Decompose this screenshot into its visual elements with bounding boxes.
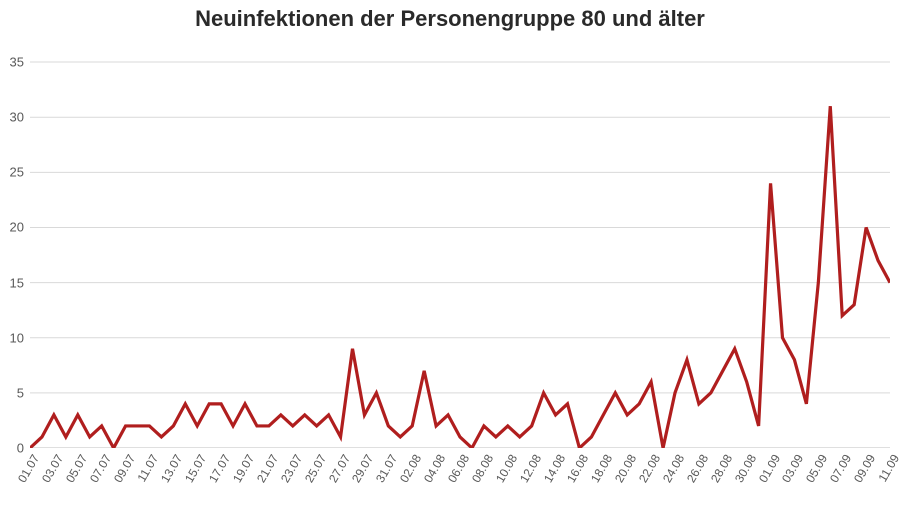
plot-area: 0510152025303501.0703.0705.0707.0709.071… bbox=[30, 40, 890, 448]
x-tick-label: 11.07 bbox=[135, 452, 162, 484]
x-tick-label: 24.08 bbox=[660, 452, 687, 485]
x-tick-label: 13.07 bbox=[158, 452, 185, 485]
chart-title: Neuinfektionen der Personengruppe 80 und… bbox=[0, 6, 900, 32]
y-tick-label: 10 bbox=[10, 330, 24, 345]
x-tick-label: 27.07 bbox=[326, 452, 353, 485]
y-tick-label: 15 bbox=[10, 275, 24, 290]
x-tick-label: 17.07 bbox=[206, 452, 233, 485]
x-tick-label: 19.07 bbox=[230, 452, 257, 485]
y-tick-label: 20 bbox=[10, 220, 24, 235]
y-tick-label: 30 bbox=[10, 110, 24, 125]
x-tick-label: 03.09 bbox=[779, 452, 806, 485]
x-tick-label: 18.08 bbox=[588, 452, 615, 485]
x-tick-label: 30.08 bbox=[732, 452, 759, 485]
x-tick-label: 22.08 bbox=[636, 452, 663, 485]
x-tick-label: 12.08 bbox=[517, 452, 544, 485]
x-tick-label: 10.08 bbox=[493, 452, 520, 485]
x-tick-label: 20.08 bbox=[612, 452, 639, 485]
series-line bbox=[30, 106, 890, 448]
x-tick-label: 06.08 bbox=[445, 452, 472, 485]
x-tick-label: 11.09 bbox=[875, 452, 900, 484]
x-tick-label: 01.07 bbox=[15, 452, 42, 485]
y-tick-label: 25 bbox=[10, 165, 24, 180]
x-tick-label: 26.08 bbox=[684, 452, 711, 485]
x-tick-label: 07.07 bbox=[87, 452, 114, 485]
x-tick-label: 09.07 bbox=[111, 452, 138, 485]
x-tick-label: 02.08 bbox=[397, 452, 424, 485]
x-tick-label: 28.08 bbox=[708, 452, 735, 485]
x-tick-label: 03.07 bbox=[39, 452, 66, 485]
x-tick-label: 05.09 bbox=[803, 452, 830, 485]
x-tick-label: 31.07 bbox=[373, 452, 400, 485]
x-tick-label: 15.07 bbox=[182, 452, 209, 485]
y-tick-label: 5 bbox=[17, 385, 24, 400]
x-tick-label: 23.07 bbox=[278, 452, 305, 485]
x-tick-label: 25.07 bbox=[302, 452, 329, 485]
x-tick-label: 01.09 bbox=[756, 452, 783, 485]
chart-svg bbox=[30, 40, 890, 448]
x-tick-label: 04.08 bbox=[421, 452, 448, 485]
x-tick-label: 16.08 bbox=[564, 452, 591, 485]
x-tick-label: 29.07 bbox=[349, 452, 376, 485]
x-tick-label: 21.07 bbox=[254, 452, 281, 485]
x-tick-label: 09.09 bbox=[851, 452, 878, 485]
y-tick-label: 0 bbox=[17, 441, 24, 456]
x-tick-label: 05.07 bbox=[63, 452, 90, 485]
x-tick-label: 14.08 bbox=[541, 452, 568, 485]
chart-container: Neuinfektionen der Personengruppe 80 und… bbox=[0, 0, 900, 512]
x-tick-label: 08.08 bbox=[469, 452, 496, 485]
y-tick-label: 35 bbox=[10, 55, 24, 70]
x-tick-label: 07.09 bbox=[827, 452, 854, 485]
